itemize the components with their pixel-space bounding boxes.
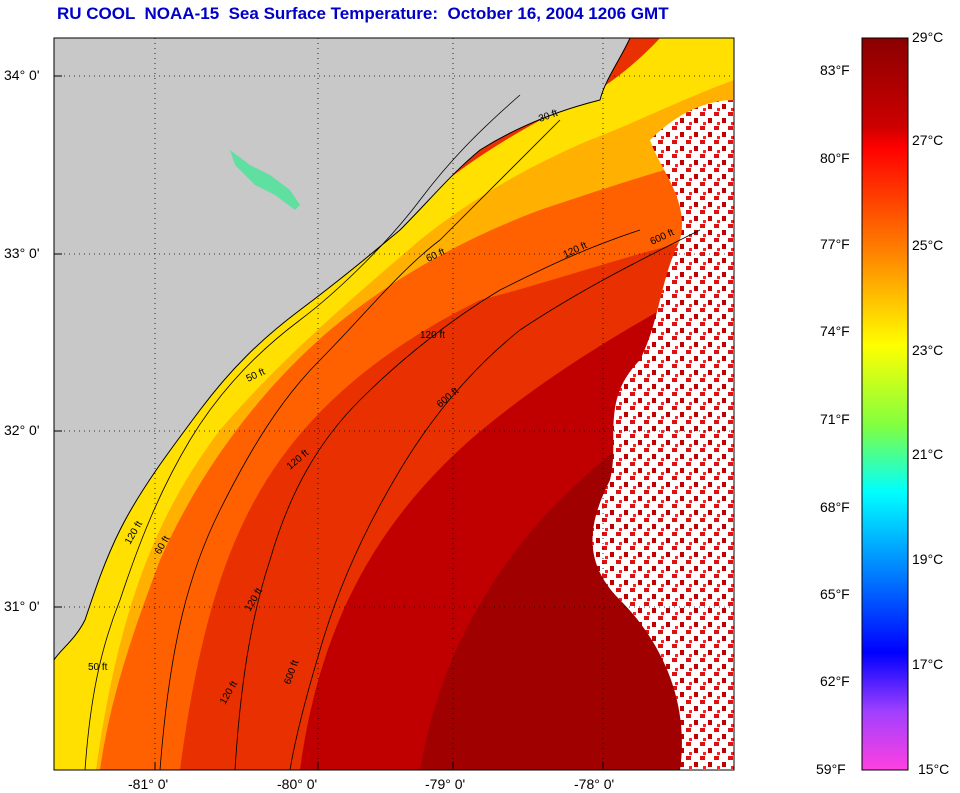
colorbar-c-label: 29°C: [912, 29, 944, 45]
contour-600ft: [289, 229, 701, 770]
contour-label: 120 ft: [420, 330, 445, 341]
colorbar-f-label: 80°F: [820, 150, 850, 166]
cloud-mask: [592, 100, 734, 770]
colorbar-f-label: 65°F: [820, 586, 850, 602]
colorbar-f-label: 68°F: [820, 499, 850, 515]
colorbar-f-label: 62°F: [820, 673, 850, 689]
lon-label: -81° 0': [128, 776, 169, 792]
contour-60ft: [159, 119, 561, 770]
colorbar-c-label: 27°C: [912, 132, 944, 148]
colorbar-c-label: 15°C: [918, 761, 950, 777]
coastline: [54, 38, 631, 661]
map-frame: [53, 37, 735, 771]
graticule: [54, 38, 734, 770]
inland-water: [230, 150, 300, 210]
contour-label: 50 ft: [88, 662, 108, 673]
colorbar-f-label: 59°F: [816, 761, 846, 777]
lon-label: -80° 0': [277, 776, 318, 792]
land-area: [54, 38, 630, 660]
colorbar-c-label: 21°C: [912, 446, 944, 462]
colorbar-f-label: 71°F: [820, 411, 850, 427]
colorbar-c-label: 25°C: [912, 237, 944, 253]
axis-ticks: [54, 75, 604, 770]
colorbar-c-label: 17°C: [912, 656, 944, 672]
colorbar: [861, 37, 909, 771]
lon-label: -79° 0': [425, 776, 466, 792]
contour-30ft: [84, 94, 521, 770]
colorbar-c-label: 19°C: [912, 551, 944, 567]
lat-label: 32° 0': [4, 422, 40, 438]
colorbar-f-label: 77°F: [820, 236, 850, 252]
lat-label: 33° 0': [4, 245, 40, 261]
colorbar-f-label: 74°F: [820, 323, 850, 339]
lat-label: 34° 0': [4, 67, 40, 83]
colorbar-f-label: 83°F: [820, 62, 850, 78]
map-title: RU COOL NOAA-15 Sea Surface Temperature:…: [57, 4, 669, 23]
contour-120ft: [234, 229, 641, 770]
lon-label: -78° 0': [574, 776, 615, 792]
lat-label: 31° 0': [4, 598, 40, 614]
colorbar-c-label: 23°C: [912, 342, 944, 358]
